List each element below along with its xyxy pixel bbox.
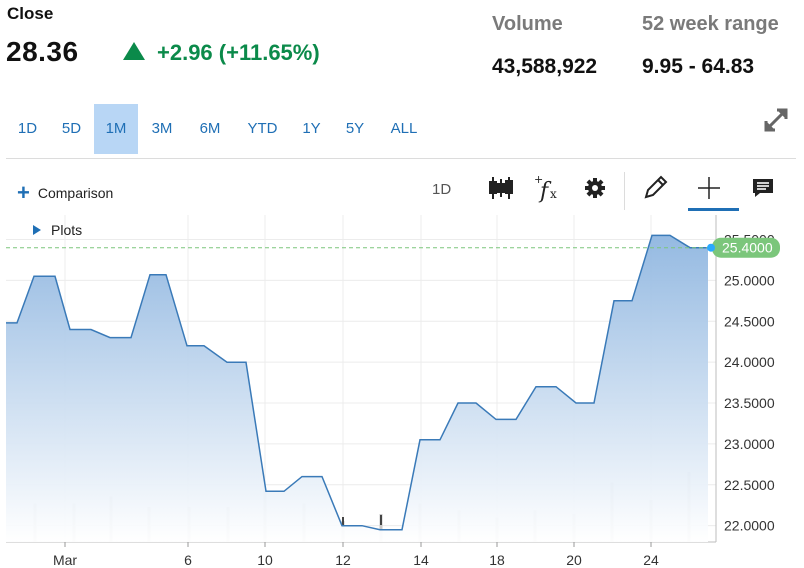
y-tick-label: 24.0000: [724, 354, 775, 370]
y-tick-label: 23.0000: [724, 436, 775, 452]
volume-bar-highlight: [342, 517, 344, 525]
close-price: 28.36: [6, 36, 79, 67]
x-tick-label: 20: [566, 552, 582, 568]
price-area: [6, 235, 708, 542]
week-range-label: 52 week range: [642, 13, 779, 35]
y-tick-label: 22.0000: [724, 518, 775, 534]
plots-label: Plots: [51, 222, 83, 238]
comment-icon[interactable]: [748, 172, 778, 204]
y-tick-label: 23.5000: [724, 395, 775, 411]
candlestick-icon[interactable]: [486, 172, 516, 204]
x-tick-label: 12: [335, 552, 351, 568]
tab-1m[interactable]: 1M: [94, 104, 138, 154]
volume-bar-highlight: [380, 515, 382, 525]
divider: [6, 158, 796, 159]
interval-selector[interactable]: 1D: [432, 181, 452, 198]
active-tool-indicator: [688, 208, 739, 211]
gear-icon[interactable]: [580, 172, 610, 204]
x-tick-label: 24: [643, 552, 659, 568]
tab-5y[interactable]: 5Y: [345, 120, 365, 137]
x-tick-label: Mar: [53, 552, 77, 568]
toolbar-divider: [624, 172, 625, 210]
y-tick-label: 22.5000: [724, 477, 775, 493]
pencil-icon[interactable]: [640, 172, 670, 204]
plus-icon: +: [17, 180, 30, 205]
expand-icon[interactable]: [760, 104, 792, 136]
volume-label: Volume: [492, 13, 563, 35]
function-icon[interactable]: + f x: [532, 172, 562, 204]
price-line: [6, 234, 708, 531]
x-tick-label: 6: [184, 552, 192, 568]
svg-text:x: x: [550, 187, 557, 201]
current-price-dot: [707, 243, 715, 252]
plots-toggle[interactable]: Plots: [33, 222, 82, 238]
volume-bar: [379, 514, 383, 542]
tab-1d[interactable]: 1D: [17, 120, 38, 137]
price-change: +2.96 (+11.65%): [157, 40, 320, 65]
tab-ytd[interactable]: YTD: [247, 120, 278, 137]
current-price-badge: [712, 237, 780, 258]
svg-text:+: +: [534, 173, 543, 186]
tab-1y[interactable]: 1Y: [302, 120, 321, 137]
crosshair-icon[interactable]: [694, 172, 724, 204]
x-tick-label: 18: [489, 552, 505, 568]
week-range-value: 9.95 - 64.83: [642, 55, 755, 78]
comparison-label: Comparison: [37, 185, 114, 201]
y-tick-label: 25.0000: [724, 272, 775, 288]
current-price-label: 25.4000: [722, 240, 773, 256]
x-tick-label: 14: [413, 552, 429, 568]
timeframe-tabs: 1D 5D 1M 3M 6M YTD 1Y 5Y ALL: [6, 104, 430, 154]
close-label: Close: [7, 4, 54, 23]
x-tick-label: 10: [257, 552, 273, 568]
up-arrow-icon: [123, 42, 145, 60]
triangle-right-icon: [33, 225, 41, 235]
y-tick-label: 24.5000: [724, 313, 775, 329]
volume-value: 43,588,922: [492, 55, 598, 78]
tab-6m[interactable]: 6M: [199, 120, 221, 137]
tab-3m[interactable]: 3M: [151, 120, 173, 137]
comparison-button[interactable]: + Comparison: [17, 180, 114, 205]
tab-5d[interactable]: 5D: [61, 120, 82, 137]
tab-all[interactable]: ALL: [390, 120, 418, 137]
